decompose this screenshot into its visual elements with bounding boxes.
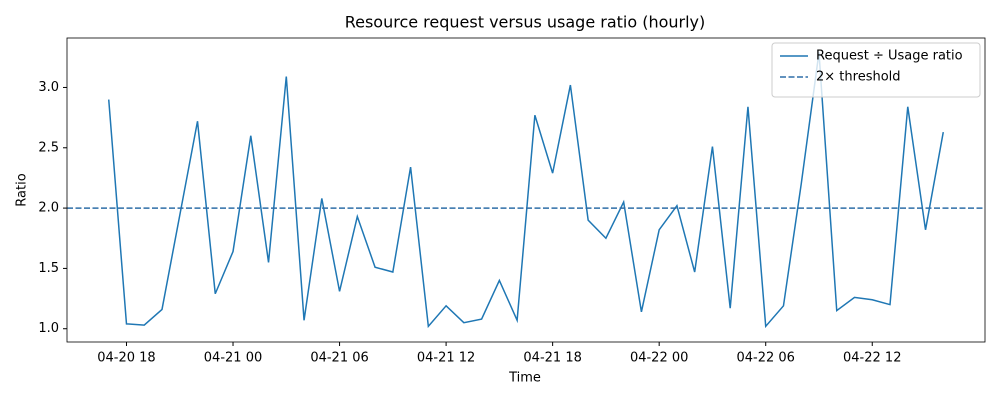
y-tick-label: 3.0 [38, 80, 59, 95]
x-tick-label: 04-20 18 [97, 351, 155, 366]
chart-title: Resource request versus usage ratio (hou… [345, 13, 706, 32]
legend-box [771, 42, 981, 98]
plot-frame [66, 37, 986, 343]
x-tick-label: 04-22 06 [736, 351, 794, 366]
y-tick-label: 1.5 [38, 261, 59, 276]
x-tick-label: 04-21 00 [204, 351, 262, 366]
y-tick-label: 2.0 [38, 201, 59, 216]
legend-label: Request ÷ Usage ratio [816, 49, 963, 64]
data-line [107, 52, 945, 329]
y-tick-label: 2.5 [38, 140, 59, 155]
y-axis-label: Ratio [15, 173, 30, 206]
x-tick-label: 04-22 00 [630, 351, 688, 366]
x-tick-label: 04-21 18 [523, 351, 581, 366]
legend-label: 2× threshold [816, 70, 901, 85]
x-tick-label: 04-21 06 [310, 351, 368, 366]
x-tick-label: 04-22 12 [843, 351, 901, 366]
x-axis-label: Time [508, 371, 541, 386]
x-tick-label: 04-21 12 [417, 351, 475, 366]
y-tick-label: 1.0 [38, 321, 59, 336]
